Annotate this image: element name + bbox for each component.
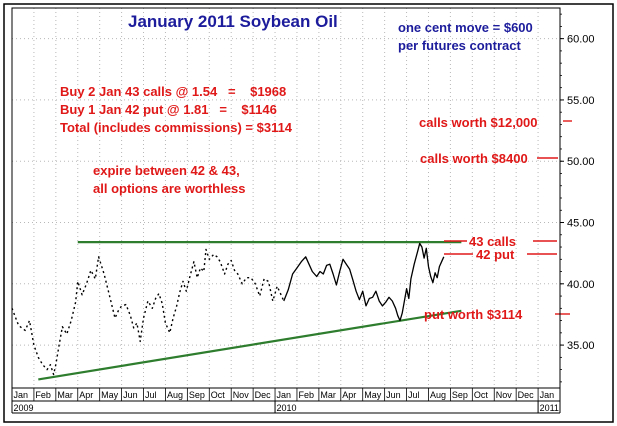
grid-layer	[12, 8, 560, 388]
x-month-label: May	[101, 390, 119, 400]
x-month-label: Jul	[145, 390, 157, 400]
x-month-label: Oct	[474, 390, 489, 400]
x-month-label: Jun	[123, 390, 138, 400]
x-month-label: May	[364, 390, 382, 400]
target-label-42-put: 42 put	[476, 247, 515, 262]
axis-layer: 35.00 40.00 45.00 50.00 55.00 60.00 Jan Feb Mar A…	[11, 7, 595, 414]
x-month-label: Sep	[452, 390, 468, 400]
plot-frame	[11, 7, 561, 389]
y-tick-label: 60.00	[567, 34, 595, 46]
price-series-dotted	[11, 248, 285, 376]
trade-line-3: Total (includes commissions) = $3114	[60, 120, 293, 135]
x-year-label: 2010	[277, 403, 297, 413]
trade-line-1: Buy 2 Jan 43 calls @ 1.54 = $1968	[60, 84, 287, 99]
y-tick-label: 40.00	[567, 279, 595, 291]
y-tick-label: 35.00	[567, 340, 595, 352]
x-month-label: Jan	[277, 390, 292, 400]
x-month-label: Dec	[518, 390, 535, 400]
x-month-label: Feb	[35, 390, 51, 400]
target-label-43-calls: 43 calls	[469, 234, 516, 249]
x-month-label: Mar	[57, 390, 73, 400]
target-label-calls-8400: calls worth $8400	[420, 151, 528, 166]
y-tick-label: 55.00	[567, 95, 595, 107]
x-month-label: Nov	[233, 390, 250, 400]
subtitle-line-2: per futures contract	[398, 38, 521, 53]
expire-line-1: expire between 42 & 43,	[93, 163, 240, 178]
x-month-label: Sep	[189, 390, 205, 400]
target-label-put-3114: put worth $3114	[424, 307, 523, 322]
chart-title: January 2011 Soybean Oil	[128, 12, 338, 31]
x-year-label: 2009	[14, 403, 34, 413]
target-label-calls-12000: calls worth $12,000	[419, 115, 538, 130]
x-month-label: Apr	[342, 390, 356, 400]
subtitle-line-1: one cent move = $600	[398, 20, 533, 35]
x-month-label: Aug	[167, 390, 183, 400]
x-month-label: Jun	[386, 390, 401, 400]
support-trendline	[38, 309, 462, 381]
price-series-solid	[283, 242, 445, 322]
x-month-label: Feb	[298, 390, 314, 400]
series-layer	[11, 242, 445, 376]
x-month-label: Jul	[408, 390, 420, 400]
trend-layer	[38, 241, 462, 381]
trade-line-2: Buy 1 Jan 42 put @ 1.81 = $1146	[60, 102, 277, 117]
x-month-label: Dec	[255, 390, 272, 400]
outer-border	[3, 3, 614, 423]
target-layer	[444, 120, 572, 315]
y-tick-label: 50.00	[567, 156, 595, 168]
x-year-label: 2011	[540, 403, 559, 413]
x-month-label: Jan	[14, 390, 29, 400]
expire-line-2: all options are worthless	[93, 181, 246, 196]
x-month-label: Aug	[430, 390, 446, 400]
y-tick-label: 45.00	[567, 218, 595, 230]
x-month-label: Mar	[320, 390, 336, 400]
x-month-label: Apr	[79, 390, 93, 400]
x-month-label: Oct	[211, 390, 226, 400]
x-month-label: Nov	[496, 390, 513, 400]
x-month-label: Jan	[540, 390, 555, 400]
